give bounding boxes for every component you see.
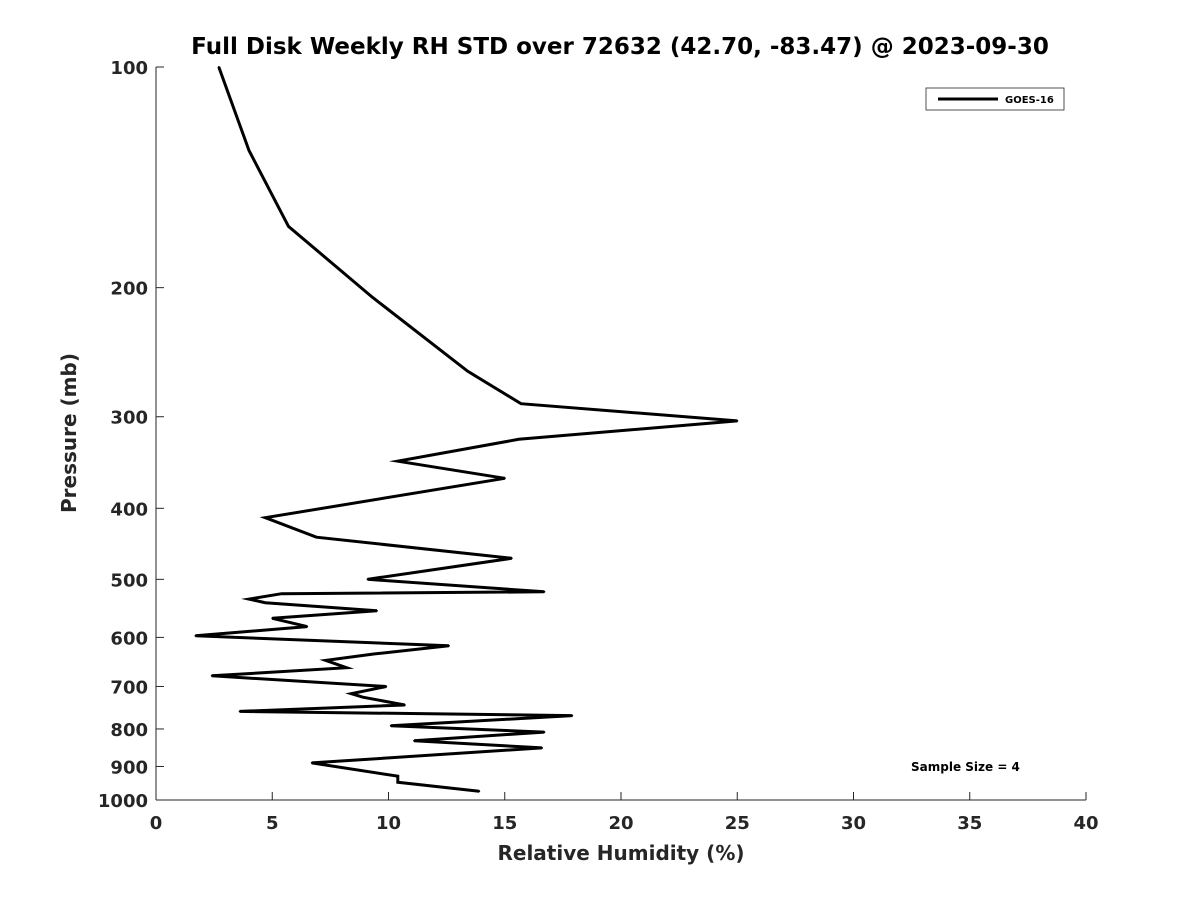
data-point (520, 402, 522, 405)
x-tick-label-40: 40 (1073, 813, 1098, 834)
data-point (264, 516, 267, 519)
data-point (248, 598, 250, 601)
data-point (543, 731, 546, 734)
data-point (315, 536, 318, 539)
data-point (396, 781, 399, 784)
data-point (375, 609, 378, 612)
data-point (324, 659, 327, 662)
data-point (447, 644, 450, 647)
data-point (361, 696, 364, 699)
data-point (389, 724, 392, 727)
data-point (366, 578, 369, 581)
sample-size-annotation: Sample Size = 4 (911, 760, 1020, 774)
y-tick-label-900: 900 (110, 757, 148, 778)
data-point (271, 617, 274, 620)
data-point (571, 714, 574, 717)
series-points-goes-16 (194, 66, 739, 793)
y-tick-label-600: 600 (110, 628, 148, 649)
data-point (373, 652, 376, 655)
x-axis-label: Relative Humidity (%) (497, 841, 744, 865)
data-point (264, 601, 267, 604)
x-tick-label-10: 10 (376, 813, 401, 834)
y-tick-label-100: 100 (110, 58, 148, 79)
data-point (736, 419, 739, 422)
x-tick-label-5: 5 (266, 813, 279, 834)
data-point (287, 225, 290, 228)
data-point (280, 592, 283, 595)
data-point (238, 710, 241, 713)
x-tick-label-0: 0 (150, 813, 163, 834)
series-layer (194, 66, 739, 793)
x-tick-label-30: 30 (841, 813, 866, 834)
y-tick-label-300: 300 (110, 408, 148, 429)
data-point (194, 634, 197, 637)
x-axis-ticks: 0 5 10 15 20 25 30 35 40 (150, 792, 1099, 834)
legend-entry-goes-16: GOES-16 (1005, 95, 1054, 106)
y-tick-label-200: 200 (110, 279, 148, 300)
data-point (345, 666, 348, 669)
data-point (210, 674, 213, 677)
data-point (396, 775, 399, 778)
data-point (248, 149, 250, 152)
data-point (503, 477, 506, 480)
x-tick-label-35: 35 (957, 813, 982, 834)
data-point (510, 557, 513, 560)
y-axis-ticks: 100 200 300 400 500 600 700 800 900 1000 (98, 58, 164, 812)
data-point (478, 790, 481, 793)
y-tick-label-800: 800 (110, 720, 148, 741)
data-point (403, 704, 406, 706)
y-tick-label-500: 500 (110, 570, 148, 591)
data-point (466, 370, 469, 373)
y-tick-label-1000: 1000 (98, 791, 148, 812)
y-tick-label-400: 400 (110, 499, 148, 520)
y-axis-label: Pressure (mb) (57, 353, 81, 513)
chart-title: Full Disk Weekly RH STD over 72632 (42.7… (191, 34, 1049, 60)
legend: GOES-16 (925, 87, 1065, 111)
data-point (396, 460, 399, 463)
data-point (517, 438, 520, 441)
data-point (413, 739, 416, 742)
x-tick-label-25: 25 (725, 813, 750, 834)
data-point (306, 625, 309, 628)
data-point (385, 685, 388, 688)
data-point (217, 66, 220, 68)
data-point (371, 296, 374, 299)
y-tick-label-700: 700 (110, 677, 148, 698)
data-point (350, 692, 353, 695)
x-tick-label-20: 20 (608, 813, 633, 834)
data-point (543, 590, 546, 593)
data-point (541, 746, 543, 749)
x-tick-label-15: 15 (492, 813, 517, 834)
data-point (310, 761, 313, 764)
